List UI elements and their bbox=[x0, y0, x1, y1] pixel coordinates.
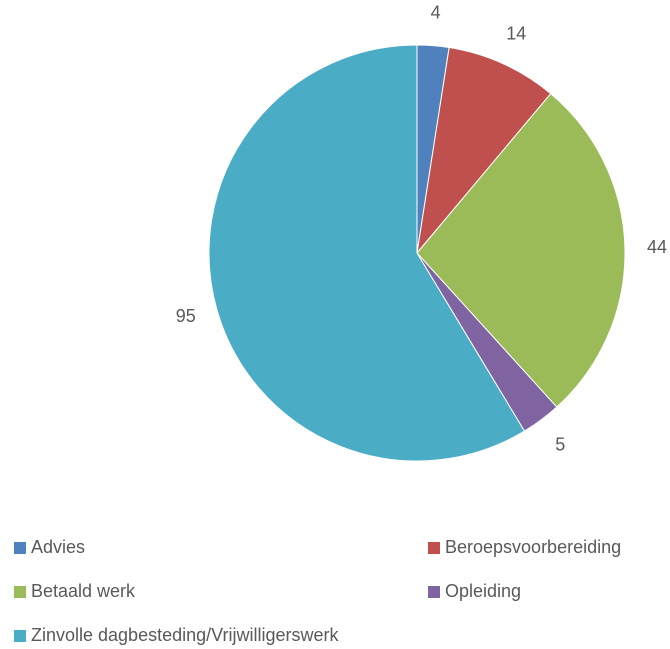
data-label: 14 bbox=[506, 23, 526, 43]
legend-swatch bbox=[428, 586, 440, 598]
legend-swatch bbox=[428, 542, 440, 554]
data-label: 4 bbox=[431, 2, 441, 22]
legend-label: Betaald werk bbox=[31, 581, 136, 601]
pie-slice bbox=[208, 44, 526, 462]
legend-label: Opleiding bbox=[445, 581, 521, 601]
legend-swatch bbox=[14, 542, 26, 554]
legend-swatch bbox=[14, 586, 26, 598]
legend-label: Zinvolle dagbesteding/Vrijwilligerswerk bbox=[31, 625, 339, 645]
pie-slice bbox=[416, 92, 626, 408]
legend-label: Advies bbox=[31, 537, 85, 557]
data-label: 5 bbox=[555, 434, 565, 454]
data-label: 95 bbox=[176, 306, 196, 326]
legend-swatch bbox=[14, 630, 26, 642]
data-label: 44 bbox=[647, 237, 667, 257]
pie-slice bbox=[416, 46, 552, 255]
legend-label: Beroepsvoorbereiding bbox=[445, 537, 621, 557]
